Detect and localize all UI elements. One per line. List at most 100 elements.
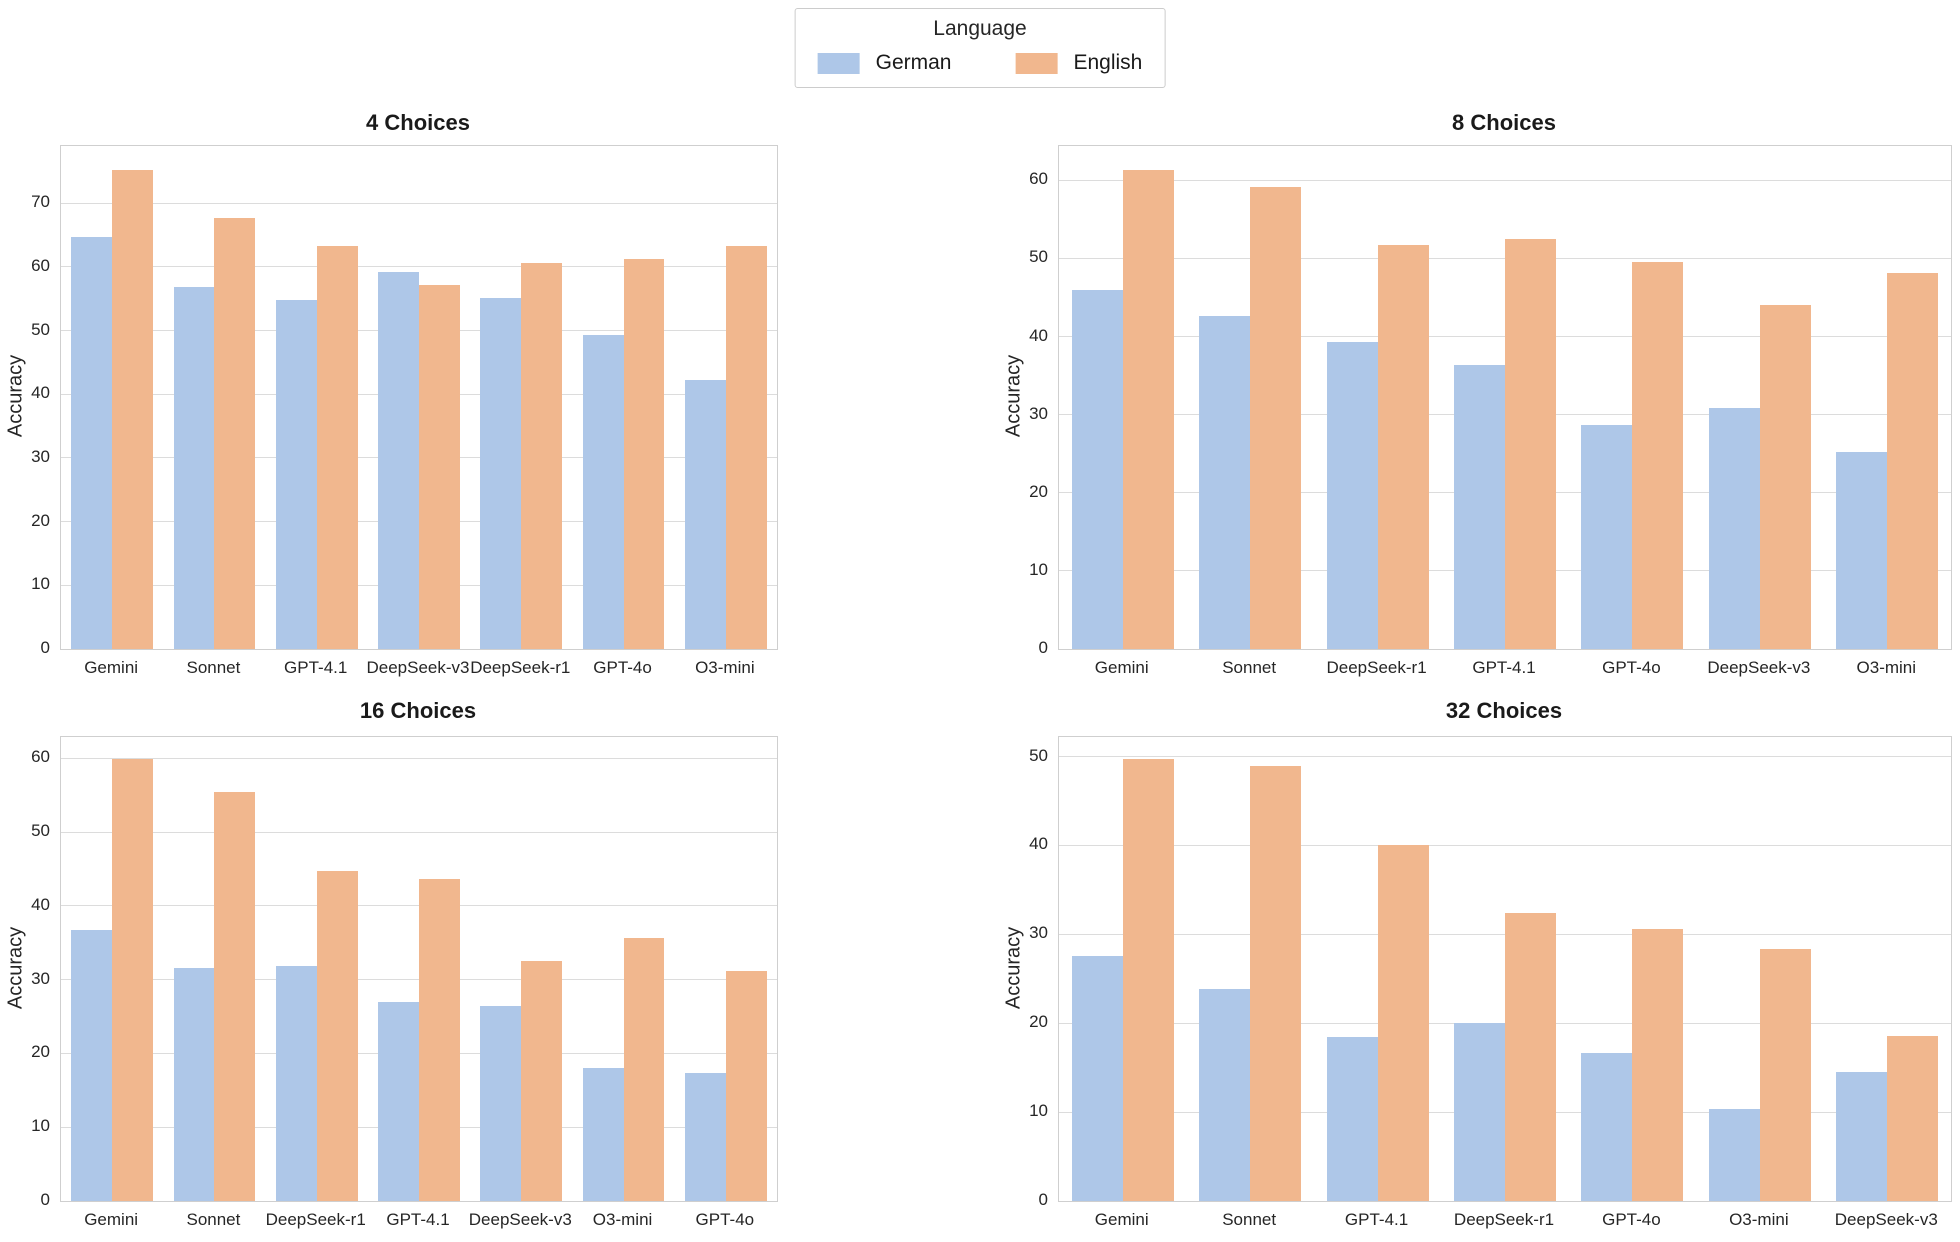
x-tick-label: DeepSeek-r1 (265, 1210, 366, 1229)
english-bar (1505, 238, 1556, 649)
x-tick-label: DeepSeek-v3 (468, 1210, 572, 1229)
gridline (1059, 179, 1951, 181)
y-tick-label: 20 (31, 510, 50, 530)
x-tick-label: DeepSeek-r1 (1453, 1210, 1555, 1229)
y-tick-label: 60 (1029, 169, 1048, 189)
y-tick-label: 0 (40, 638, 50, 657)
german-bar (480, 1005, 522, 1201)
german-bar (1199, 988, 1251, 1201)
english-bar (1632, 929, 1684, 1201)
y-tick-label: 50 (1029, 745, 1048, 765)
x-tick-label: Gemini (84, 1210, 139, 1229)
legend-entry-german: German (817, 51, 951, 75)
english-bar (112, 170, 154, 649)
english-bar (725, 970, 767, 1201)
english-bar (521, 961, 563, 1201)
legend: Language German English (794, 8, 1166, 88)
english-bar (1632, 261, 1684, 649)
plot-area (60, 736, 778, 1202)
legend-title: Language (933, 17, 1027, 40)
y-tick-label: 0 (1038, 638, 1048, 657)
y-tick-label: 50 (31, 319, 50, 339)
y-tick-label: 0 (1038, 1190, 1048, 1209)
german-bar (378, 272, 419, 649)
x-tick-label: GPT-4.1 (386, 1210, 450, 1229)
chart-title: 16 Choices (359, 698, 477, 723)
english-bar (214, 792, 256, 1201)
y-tick-label: 0 (40, 1190, 50, 1209)
german-bar (582, 1068, 624, 1201)
english-bar (1250, 187, 1302, 649)
german-bar (1326, 342, 1378, 649)
x-tick-label: DeepSeek-r1 (1326, 658, 1427, 677)
x-tick-label: DeepSeek-v3 (366, 658, 470, 677)
english-bar (1887, 1035, 1939, 1201)
german-bar (173, 287, 215, 649)
german-bar (1708, 1108, 1760, 1201)
y-tick-label: 30 (31, 968, 50, 988)
legend-label-english: English (1073, 51, 1143, 74)
german-bar (71, 930, 113, 1201)
chart-title: 32 Choices (1445, 698, 1563, 723)
y-tick-label: 20 (1029, 481, 1048, 501)
english-bar (1887, 273, 1939, 649)
german-bar (275, 300, 317, 649)
german-bar (1071, 955, 1123, 1201)
y-tick-label: 10 (31, 1116, 50, 1136)
x-tick-label: DeepSeek-v3 (1834, 1210, 1938, 1229)
english-bar (1505, 913, 1556, 1201)
legend-entry-english: English (1015, 51, 1142, 75)
plot-area (1058, 736, 1952, 1202)
y-tick-label: 40 (31, 894, 50, 914)
german-bar (1581, 424, 1633, 649)
y-tick-label: 20 (31, 1042, 50, 1062)
english-bar (1759, 304, 1811, 649)
gridline (1059, 844, 1951, 846)
x-tick-label: Sonnet (1222, 658, 1277, 677)
x-tick-label: Sonnet (186, 1210, 241, 1229)
plot-area (60, 145, 778, 650)
x-tick-label: GPT-4o (1602, 658, 1661, 677)
english-bar (419, 878, 460, 1201)
x-tick-label: GPT-4o (695, 1210, 755, 1229)
english-bar (521, 263, 563, 649)
english-bar (112, 759, 154, 1201)
x-tick-label: GPT-4o (593, 658, 652, 677)
plot-area (1058, 145, 1952, 650)
x-tick-label: GPT-4o (1602, 1210, 1661, 1229)
german-bar (1581, 1052, 1633, 1201)
german-bar (1836, 452, 1888, 649)
x-tick-label: O3-mini (1856, 658, 1917, 677)
y-tick-label: 70 (31, 192, 50, 212)
german-bar (275, 966, 317, 1201)
german-bar (684, 380, 726, 649)
y-tick-label: 40 (1029, 325, 1048, 345)
german-bar (173, 967, 215, 1201)
english-bar (1250, 766, 1302, 1201)
english-bar (623, 259, 665, 649)
english-bar (623, 937, 665, 1201)
english-bar (214, 217, 256, 649)
english-bar (316, 870, 358, 1201)
y-tick-label: 50 (31, 821, 50, 841)
y-tick-label: 30 (1029, 403, 1048, 423)
x-tick-label: GPT-4.1 (1344, 1210, 1409, 1229)
german-bar (71, 237, 113, 649)
german-bar (582, 335, 624, 649)
german-bar (1454, 1023, 1505, 1201)
english-bar (419, 285, 460, 649)
y-tick-label: 60 (31, 255, 50, 275)
german-bar (1454, 365, 1505, 649)
chart-4-choices: 4 Choices Accuracy 0 10 20 30 40 50 60 70 Gemini… (0, 105, 800, 677)
y-tick-label: 60 (31, 747, 50, 767)
x-tick-label: O3-mini (695, 658, 755, 677)
legend-swatch-german (817, 52, 860, 74)
german-bar (684, 1073, 726, 1201)
gridline (61, 757, 777, 759)
german-bar (378, 1001, 419, 1201)
english-bar (316, 245, 358, 649)
english-bar (1759, 948, 1811, 1201)
gridline (61, 202, 777, 204)
gridline (61, 831, 777, 833)
